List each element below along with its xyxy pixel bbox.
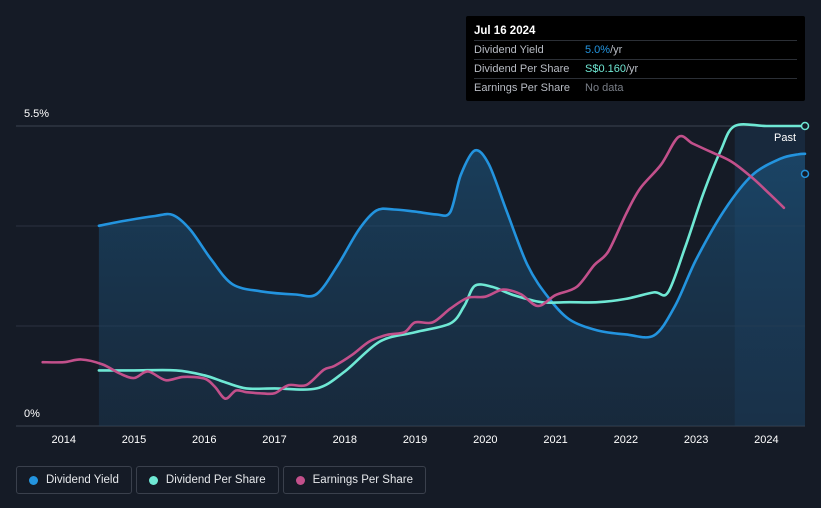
tooltip-row-dividend-per-share: Dividend Per Share S$0.160 /yr — [474, 59, 797, 78]
tooltip-unit: /yr — [625, 63, 639, 75]
legend-label: Earnings Per Share — [312, 474, 413, 486]
tooltip-row-dividend-yield: Dividend Yield 5.0% /yr — [474, 40, 797, 59]
x-tick-label: 2022 — [614, 434, 638, 446]
past-label: Past — [774, 132, 797, 144]
x-tick-label: 2024 — [754, 434, 778, 446]
legend-item-dividend-yield[interactable]: Dividend Yield — [16, 466, 132, 494]
tooltip-label: Earnings Per Share — [474, 82, 570, 94]
legend-item-earnings-per-share[interactable]: Earnings Per Share — [282, 466, 426, 494]
x-tick-label: 2014 — [52, 434, 76, 446]
y-tick-label-bottom: 0% — [24, 408, 40, 420]
tooltip: Jul 16 2024 Dividend Yield 5.0% /yr Divi… — [466, 16, 805, 101]
dividend-yield-end-marker — [800, 169, 810, 179]
x-tick-label: 2018 — [333, 434, 357, 446]
x-tick-label: 2017 — [262, 434, 286, 446]
x-tick-label: 2016 — [192, 434, 216, 446]
earnings-per-share-dot-icon — [295, 475, 305, 485]
dividend-per-share-dot-icon — [148, 475, 158, 485]
tooltip-value: S$0.160 — [585, 63, 626, 75]
dividend-per-share-line — [97, 122, 807, 391]
x-tick-label: 2015 — [122, 434, 146, 446]
legend-item-dividend-per-share[interactable]: Dividend Per Share — [135, 466, 279, 494]
tooltip-row-earnings-per-share: Earnings Per Share No data — [474, 78, 797, 97]
tooltip-label: Dividend Per Share — [474, 63, 570, 75]
dividend-yield-dot-icon — [29, 475, 38, 485]
y-tick-label-top: 5.5% — [24, 108, 50, 120]
tooltip-unit: /yr — [610, 44, 623, 56]
dividend-per-share-end-marker — [800, 121, 810, 131]
legend: Dividend Yield Dividend Per Share Earnin… — [16, 466, 426, 494]
dividend-yield-line — [97, 148, 807, 339]
earnings-per-share-line — [41, 134, 786, 400]
x-tick-label: 2019 — [403, 434, 427, 446]
tooltip-value: No data — [585, 82, 624, 94]
dividend-yield-area — [98, 150, 805, 426]
legend-label: Dividend Per Share — [165, 474, 266, 486]
tooltip-value: 5.0% — [585, 44, 611, 56]
tooltip-date: Jul 16 2024 — [474, 25, 536, 37]
x-tick-label: 2023 — [684, 434, 708, 446]
x-tick-label: 2021 — [543, 434, 567, 446]
x-tick-label: 2020 — [473, 434, 497, 446]
legend-label: Dividend Yield — [46, 474, 119, 486]
tooltip-label: Dividend Yield — [474, 44, 544, 56]
